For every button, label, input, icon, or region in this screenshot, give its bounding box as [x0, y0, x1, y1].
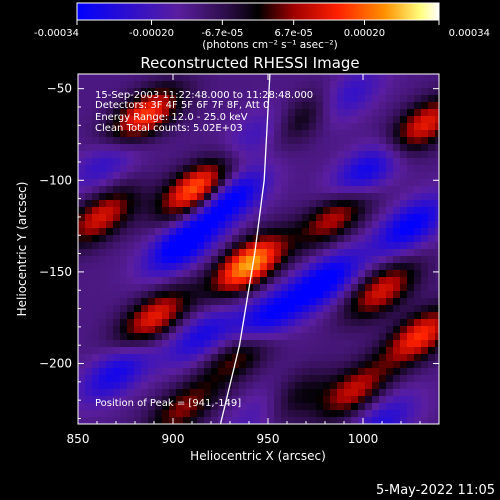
- annotation-energy-range: Energy Range: 12.0 - 25.0 keV: [95, 112, 248, 123]
- colorbar-unit-label: (photons cm⁻² s⁻¹ asec⁻²): [202, 39, 337, 51]
- annotation-block: 15-Sep-2003 11:22:48.000 to 11:28:48.000…: [95, 90, 313, 134]
- y-axis-label: Heliocentric Y (arcsec): [15, 182, 29, 317]
- heatmap-image: [78, 74, 439, 424]
- peak-position-label: Position of Peak = [941,-149]: [95, 398, 241, 409]
- y-axis-ticks: −50 −100 −150 −200: [39, 82, 439, 420]
- y-tick-label: −150: [39, 265, 72, 279]
- x-axis-label: Heliocentric X (arcsec): [190, 449, 326, 463]
- colorbar-tick-label: 0.00034: [449, 28, 490, 39]
- colorbar-tick-label: 6.7e-05: [274, 28, 312, 39]
- x-tick-label: 1000: [348, 432, 379, 446]
- colorbar-ticks: -0.00034 -0.00020 -6.7e-05 6.7e-05 0.00020 0.…: [34, 20, 490, 39]
- annotation-detectors: Detectors: 3F 4F 5F 6F 7F 8F, Att 0: [95, 100, 269, 111]
- colorbar-tick-label: -6.7e-05: [201, 28, 243, 39]
- colorbar-tick-label: -0.00034: [34, 28, 79, 39]
- chart-title: Reconstructed RHESSI Image: [140, 54, 359, 72]
- colorbar: [76, 2, 440, 21]
- x-tick-label: 900: [162, 432, 185, 446]
- footer-date: 5-May-2022 11:05: [376, 483, 495, 498]
- colorbar-tick-label: 0.00020: [344, 28, 385, 39]
- annotation-time-range: 15-Sep-2003 11:22:48.000 to 11:28:48.000: [95, 90, 313, 101]
- annotation-clean-counts: Clean Total counts: 5.02E+03: [95, 123, 243, 134]
- x-tick-label: 850: [67, 432, 90, 446]
- y-tick-label: −100: [39, 173, 72, 187]
- x-axis-ticks: 850 900 950 1000: [67, 74, 421, 446]
- solar-limb-line: [219, 74, 271, 424]
- colorbar-tick-label: -0.00020: [129, 28, 174, 39]
- y-tick-label: −50: [47, 82, 72, 96]
- plot-frame: [77, 73, 440, 425]
- x-tick-label: 950: [257, 432, 280, 446]
- y-tick-label: −200: [39, 357, 72, 371]
